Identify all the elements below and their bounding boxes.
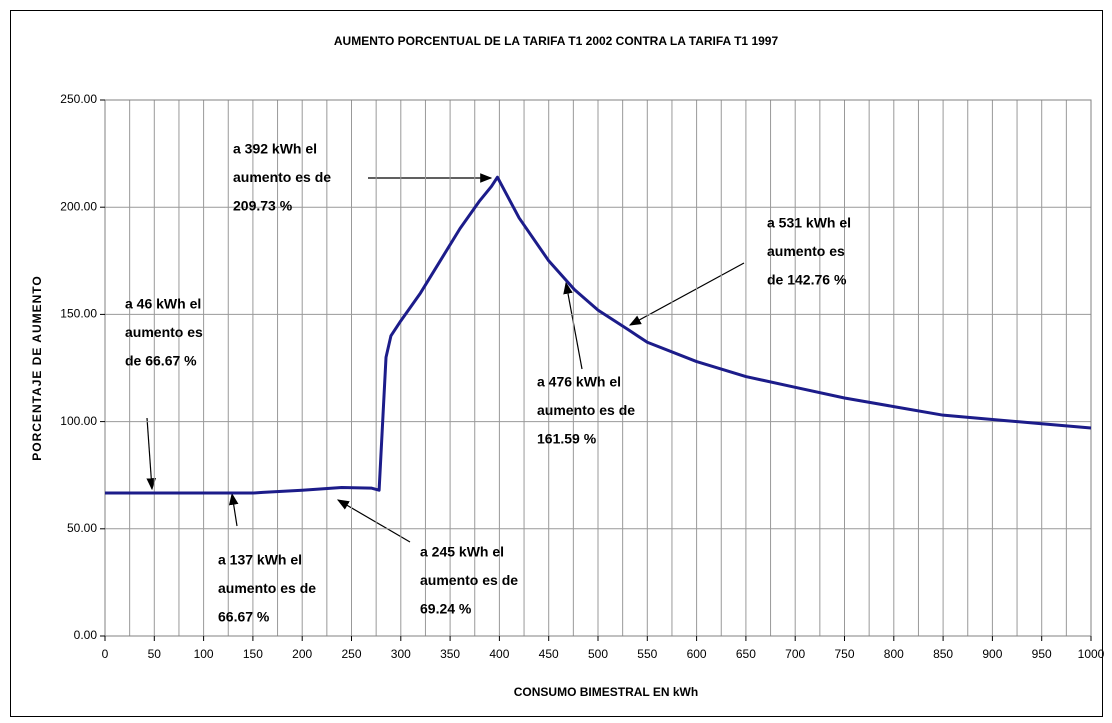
y-tick-label: 150.00	[60, 307, 97, 321]
x-tick-label: 350	[440, 647, 460, 661]
annotation: 69.24 %	[420, 601, 472, 617]
annotation: a 531 kWh el	[767, 215, 851, 231]
x-tick-label: 850	[933, 647, 953, 661]
annotation: de 142.76 %	[767, 272, 847, 288]
x-tick-label: 400	[489, 647, 509, 661]
arrow	[146, 417, 157, 491]
annotation: aumento es de	[233, 169, 331, 185]
x-tick-label: 50	[148, 647, 162, 661]
annotation: aumento es de	[537, 402, 635, 418]
annotation: aumento es	[125, 324, 203, 340]
x-tick-label: 950	[1032, 647, 1052, 661]
arrow	[336, 499, 411, 543]
x-tick-label: 900	[982, 647, 1002, 661]
y-tick-label: 0.00	[74, 628, 98, 642]
annotation: a 46 kWh el	[125, 296, 201, 312]
annotation: aumento es	[767, 243, 845, 259]
y-axis-label: PORCENTAJE DE AUMENTO	[30, 275, 44, 460]
annotation: 209.73 %	[233, 198, 293, 214]
annotation: a 476 kWh el	[537, 374, 621, 390]
annotation: 161.59 %	[537, 431, 597, 447]
x-tick-label: 600	[687, 647, 707, 661]
arrow	[228, 492, 239, 527]
chart-frame	[10, 10, 1103, 717]
y-tick-label: 50.00	[67, 521, 97, 535]
x-tick-label: 700	[785, 647, 805, 661]
chart-title: AUMENTO PORCENTUAL DE LA TARIFA T1 2002 …	[334, 34, 779, 48]
annotation: a 245 kWh el	[420, 544, 504, 560]
y-tick-label: 200.00	[60, 199, 97, 213]
x-tick-label: 0	[102, 647, 109, 661]
x-tick-label: 150	[243, 647, 263, 661]
x-tick-label: 100	[194, 647, 214, 661]
x-tick-label: 500	[588, 647, 608, 661]
x-tick-label: 450	[539, 647, 559, 661]
x-tick-label: 250	[341, 647, 361, 661]
annotation: a 392 kWh el	[233, 141, 317, 157]
data-line	[105, 175, 1092, 495]
x-tick-label: 750	[834, 647, 854, 661]
annotation: a 137 kWh el	[218, 552, 302, 568]
x-tick-label: 1000	[1078, 647, 1105, 661]
annotation: aumento es de	[218, 580, 316, 596]
x-axis-label: CONSUMO BIMESTRAL EN kWh	[514, 685, 698, 699]
annotation: aumento es de	[420, 572, 518, 588]
y-tick-label: 100.00	[60, 414, 97, 428]
annotation: de 66.67 %	[125, 353, 197, 369]
x-tick-label: 550	[637, 647, 657, 661]
annotation: 66.67 %	[218, 609, 270, 625]
x-tick-label: 800	[884, 647, 904, 661]
x-tick-label: 650	[736, 647, 756, 661]
x-tick-label: 200	[292, 647, 312, 661]
y-tick-label: 250.00	[60, 92, 97, 106]
arrow	[563, 281, 583, 370]
x-tick-label: 300	[391, 647, 411, 661]
